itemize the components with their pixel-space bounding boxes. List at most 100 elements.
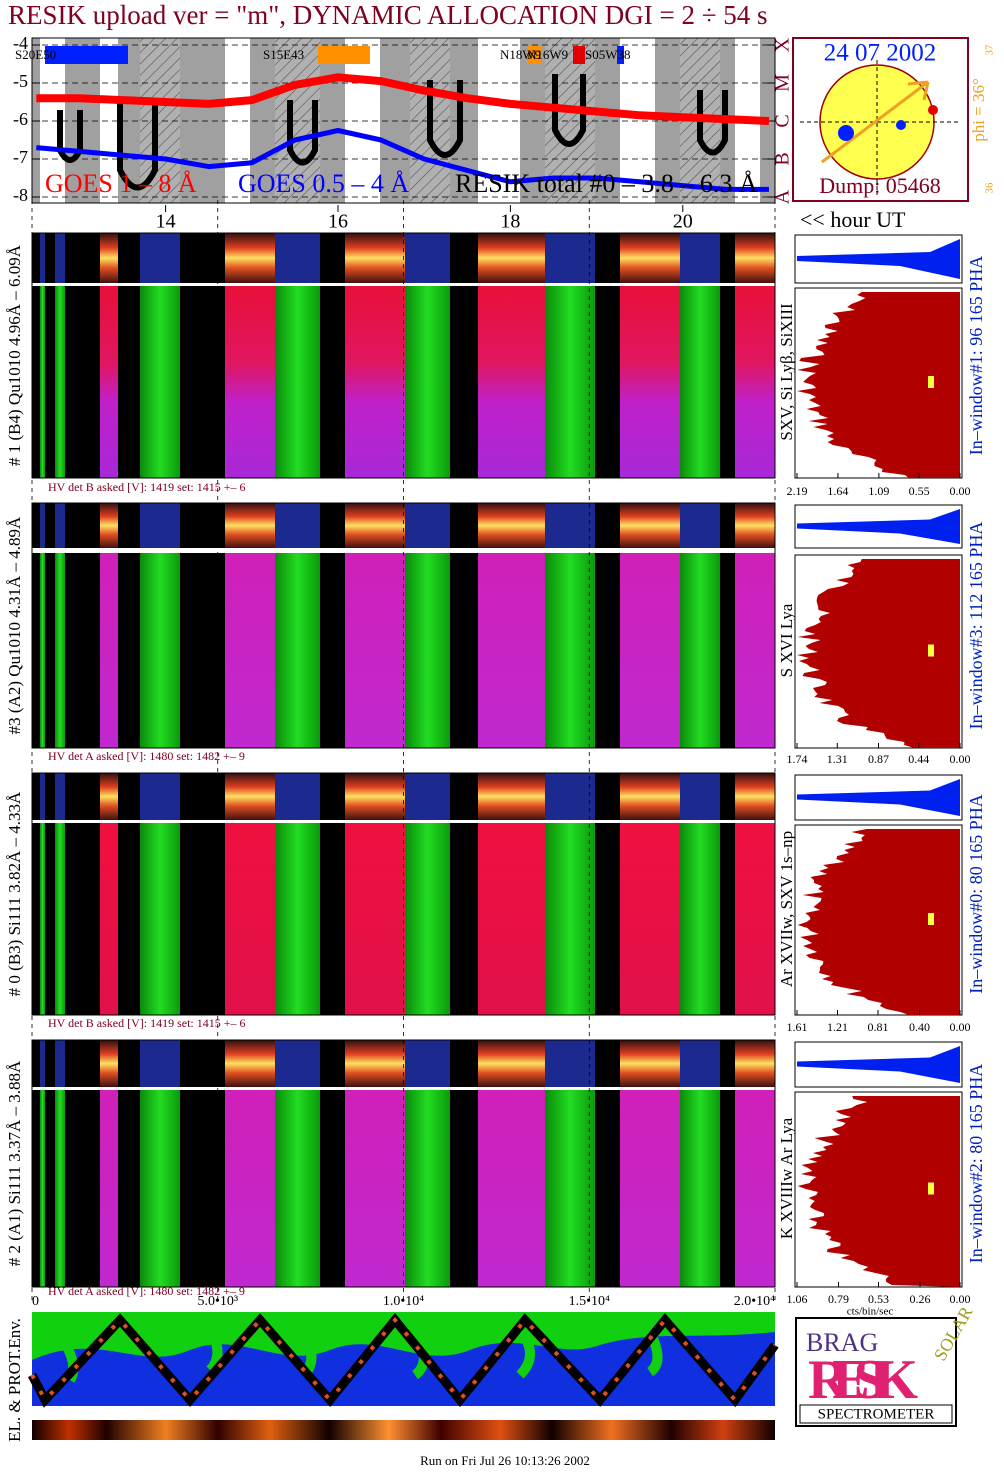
window-label: In–window#2: 80 165 PHA [966, 1064, 986, 1264]
spectrum-strip [65, 233, 100, 283]
spectrum-strip [478, 1040, 545, 1087]
spectrogram-band [320, 286, 345, 478]
spectrogram-band [275, 553, 320, 748]
pha-tick-label: 1.61 [787, 1020, 808, 1034]
region-dot [928, 105, 938, 115]
spectrogram-band [180, 1090, 225, 1287]
region-bar [573, 46, 585, 64]
sun-arrow-head [907, 80, 930, 101]
orbit-shade [450, 38, 478, 203]
x-tick-label: 20 [673, 211, 693, 233]
resik-total-blob [552, 74, 586, 147]
footer: Run on Fri Jul 26 10:13:26 2002 [420, 1453, 590, 1468]
spectrum-strip [40, 233, 45, 283]
spectrogram-band [40, 823, 45, 1015]
spectrogram-band [478, 553, 545, 748]
pha-tick-label: 1.21 [827, 1020, 848, 1034]
spectrogram-band [720, 553, 735, 748]
line-ids: S XVI Lya [777, 603, 796, 677]
spectrum-strip [65, 503, 100, 548]
pha-tick-label: 0.55 [909, 484, 930, 498]
y2-tick-label: C [772, 114, 794, 127]
time-tick-label: 1.5•10⁴ [569, 1294, 610, 1309]
region-bar [617, 46, 624, 64]
pha-tick-label: 0.44 [908, 752, 929, 766]
spectrogram-band [345, 1090, 405, 1287]
pha-tick-label: 0.00 [950, 484, 971, 498]
spectrum-strip [275, 503, 320, 548]
spectrum-strip [320, 503, 345, 548]
spectrum-strip [140, 773, 180, 820]
spectrum-strip [275, 233, 320, 283]
series-line [36, 73, 770, 125]
spectrogram-band [545, 286, 595, 478]
y-tick-label: -6 [13, 109, 28, 129]
spectrum-strip [118, 773, 140, 820]
sun-phi: phi = 36° [969, 78, 988, 142]
region-bar [45, 46, 128, 64]
orbit-shade [180, 38, 225, 203]
spectrogram-band [100, 286, 118, 478]
spectrum-strip [450, 233, 478, 283]
orbit-shade [250, 38, 275, 203]
flux-strip [32, 1420, 775, 1440]
spectrogram-band [140, 286, 180, 478]
page-title: RESIK upload ver = "m", DYNAMIC ALLOCATI… [8, 0, 768, 30]
x-tick-label: 14 [156, 211, 176, 233]
pha-tick-label: 0.00 [950, 1020, 971, 1034]
pha-histogram [797, 559, 960, 748]
spectrum-strip [118, 233, 140, 283]
detector-label: # 1 (B4) Qu1010 4.96Å – 6.09Å [5, 244, 24, 466]
y2-tick-label: A [772, 189, 794, 204]
spectrum-strip [595, 233, 620, 283]
spectrum-strip [55, 773, 65, 820]
spectrogram-band [720, 286, 735, 478]
region-label: S05W38 [585, 47, 631, 62]
spectrogram-band [65, 1090, 100, 1287]
spectrogram-band [275, 286, 320, 478]
sun-scale: 36 [984, 182, 996, 194]
spectrum-strip [478, 773, 545, 820]
spectrum-strip [180, 503, 225, 548]
pha-tick-label: 0.53 [868, 1292, 889, 1306]
spectrogram-band [180, 553, 225, 748]
spectrum-strip [545, 503, 595, 548]
y2-tick-label: B [772, 152, 794, 165]
pha-strip-histogram [797, 239, 960, 279]
spectrogram-band [735, 1090, 775, 1287]
pha-unit: cts/bin/sec [847, 1306, 894, 1318]
spectrogram-band [55, 1090, 65, 1287]
spectrogram-band [545, 823, 595, 1015]
pha-strip-histogram [797, 509, 960, 544]
legend-entry: GOES 0.5 – 4 Å [238, 169, 409, 198]
spectrogram-band [450, 1090, 478, 1287]
spectrum-strip [225, 773, 275, 820]
resik-total-blob [287, 100, 318, 166]
pha-tick-label: 1.31 [827, 752, 848, 766]
spectrogram-band [225, 553, 275, 748]
line-ids: SXV, Si Lyβ, SiXIII [777, 303, 796, 441]
spectrum-strip [320, 773, 345, 820]
spectrogram-band [720, 1090, 735, 1287]
y2-tick-label: X [772, 37, 794, 52]
spectrogram-band [100, 823, 118, 1015]
spectrum-strip [345, 503, 405, 548]
spectrum-strip [100, 233, 118, 283]
spectrum-strip [405, 503, 450, 548]
pha-histogram [797, 829, 960, 1015]
spectrogram-band [620, 286, 680, 478]
spectrogram-band [478, 286, 545, 478]
goes-panel: -4 -5 -6 -7 -8 X M C B A 14 16 18 20 << hour UT GOES 1 … [13, 33, 906, 232]
spectrogram-band [65, 823, 100, 1015]
spectrum-strip [100, 1040, 118, 1087]
spectrogram-band [620, 553, 680, 748]
spectrogram-band [320, 1090, 345, 1287]
spectrum-strip [140, 503, 180, 548]
spectrum-strip [55, 1040, 65, 1087]
spectrum-strip [595, 1040, 620, 1087]
spectrum-strip [595, 503, 620, 548]
spectrogram-band [65, 286, 100, 478]
spectrogram-band [225, 286, 275, 478]
